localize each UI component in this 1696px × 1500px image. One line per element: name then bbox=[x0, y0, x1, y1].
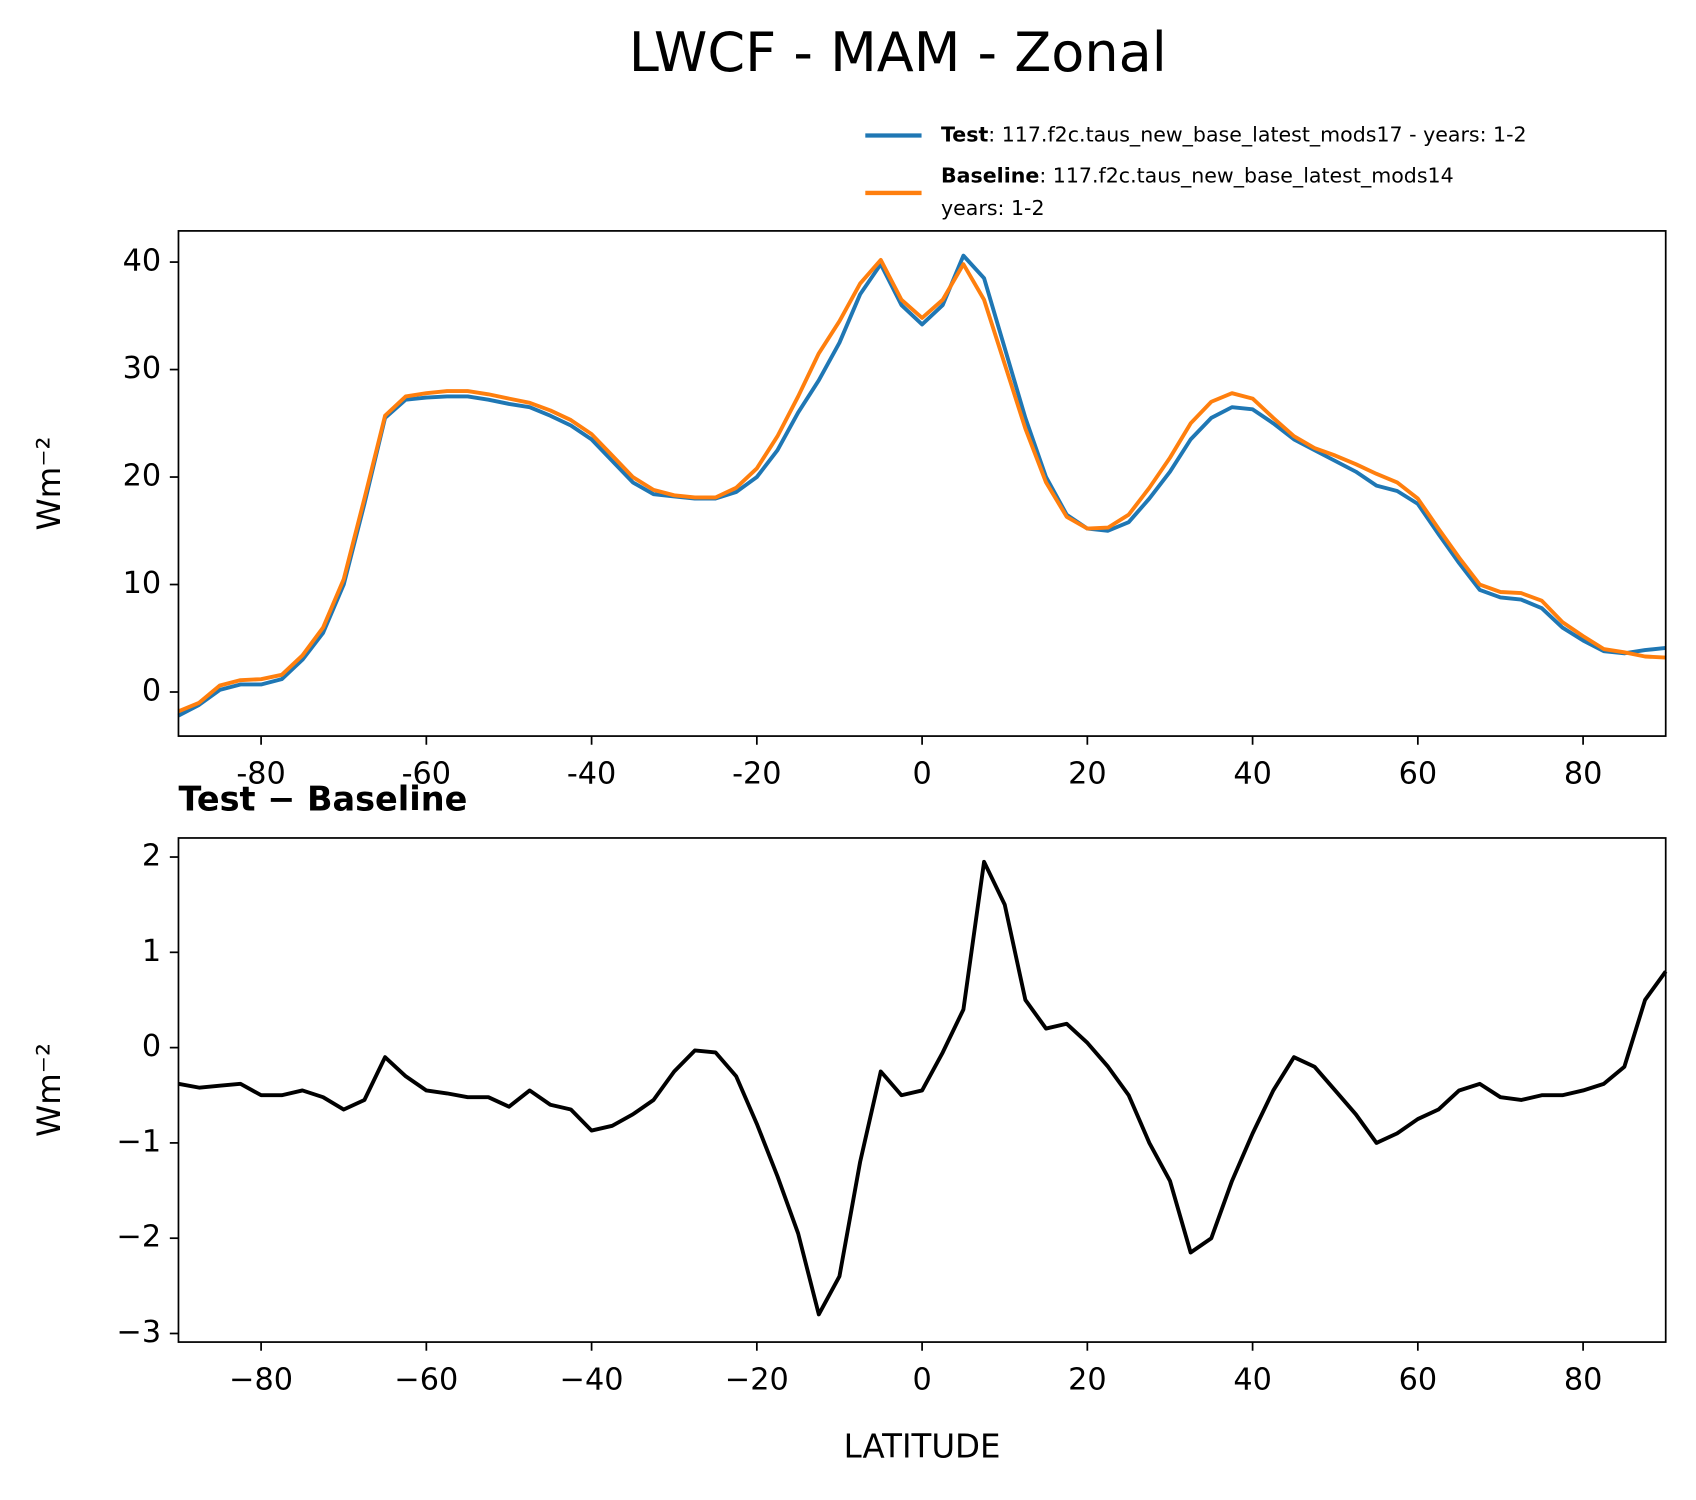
axes-frame bbox=[177, 837, 1667, 1343]
y-tick-label: 1 bbox=[142, 934, 161, 969]
y-tick-label: −2 bbox=[117, 1220, 162, 1255]
x-axis-label: LATITUDE bbox=[844, 1427, 1001, 1465]
y-tick-label: 0 bbox=[142, 1029, 161, 1064]
legend-label: years: 1-2 bbox=[941, 196, 1045, 220]
x-tick-label: 20 bbox=[1068, 757, 1107, 792]
y-tick-label: 40 bbox=[123, 244, 162, 279]
x-tick-label: -20 bbox=[732, 757, 781, 792]
y-tick-label: 0 bbox=[142, 673, 161, 708]
x-tick-label: −80 bbox=[229, 1363, 293, 1398]
y-tick-label: 10 bbox=[123, 566, 162, 601]
y-tick-label: −3 bbox=[117, 1315, 162, 1350]
line bbox=[177, 253, 1666, 718]
y-tick-label: −1 bbox=[117, 1124, 162, 1159]
x-tick-label: −20 bbox=[725, 1363, 789, 1398]
legend-text: : 117.f2c.taus_new_base_latest_mods17 - … bbox=[988, 122, 1526, 147]
x-tick-label: 20 bbox=[1068, 1363, 1107, 1398]
x-tick-label: 80 bbox=[1564, 1363, 1603, 1398]
y-tick-label: 30 bbox=[123, 351, 162, 386]
x-tick-label: −60 bbox=[394, 1363, 458, 1398]
y-tick-label: 20 bbox=[123, 459, 162, 494]
x-tick-label: -80 bbox=[236, 757, 285, 792]
x-tick-label: 60 bbox=[1399, 1363, 1438, 1398]
legend-name: Test bbox=[941, 122, 988, 146]
legend-label: Test: 117.f2c.taus_new_base_latest_mods1… bbox=[941, 122, 1527, 147]
x-tick-label: 60 bbox=[1399, 757, 1438, 792]
figure-title: LWCF - MAM - Zonal bbox=[629, 21, 1167, 84]
x-tick-label: -40 bbox=[567, 757, 616, 792]
legend-name: Baseline bbox=[941, 164, 1039, 188]
x-tick-label: 0 bbox=[912, 757, 931, 792]
axes-frame bbox=[177, 230, 1667, 737]
y-tick-label: 2 bbox=[142, 839, 161, 874]
axes-title: Test − Baseline bbox=[178, 780, 467, 819]
x-tick-label: 80 bbox=[1564, 757, 1603, 792]
x-tick-label: -60 bbox=[402, 757, 451, 792]
legend-text: : 117.f2c.taus_new_base_latest_mods14 bbox=[1039, 164, 1453, 189]
line bbox=[177, 258, 1666, 714]
x-tick-label: 40 bbox=[1233, 1363, 1272, 1398]
x-tick-label: 0 bbox=[912, 1363, 931, 1398]
line bbox=[178, 859, 1668, 1317]
legend-label: Baseline: 117.f2c.taus_new_base_latest_m… bbox=[941, 164, 1454, 189]
x-tick-label: 40 bbox=[1233, 757, 1272, 792]
y-axis-label: Wm⁻² bbox=[30, 1043, 68, 1137]
x-tick-label: −40 bbox=[560, 1363, 624, 1398]
y-axis-label: Wm⁻² bbox=[30, 436, 68, 530]
